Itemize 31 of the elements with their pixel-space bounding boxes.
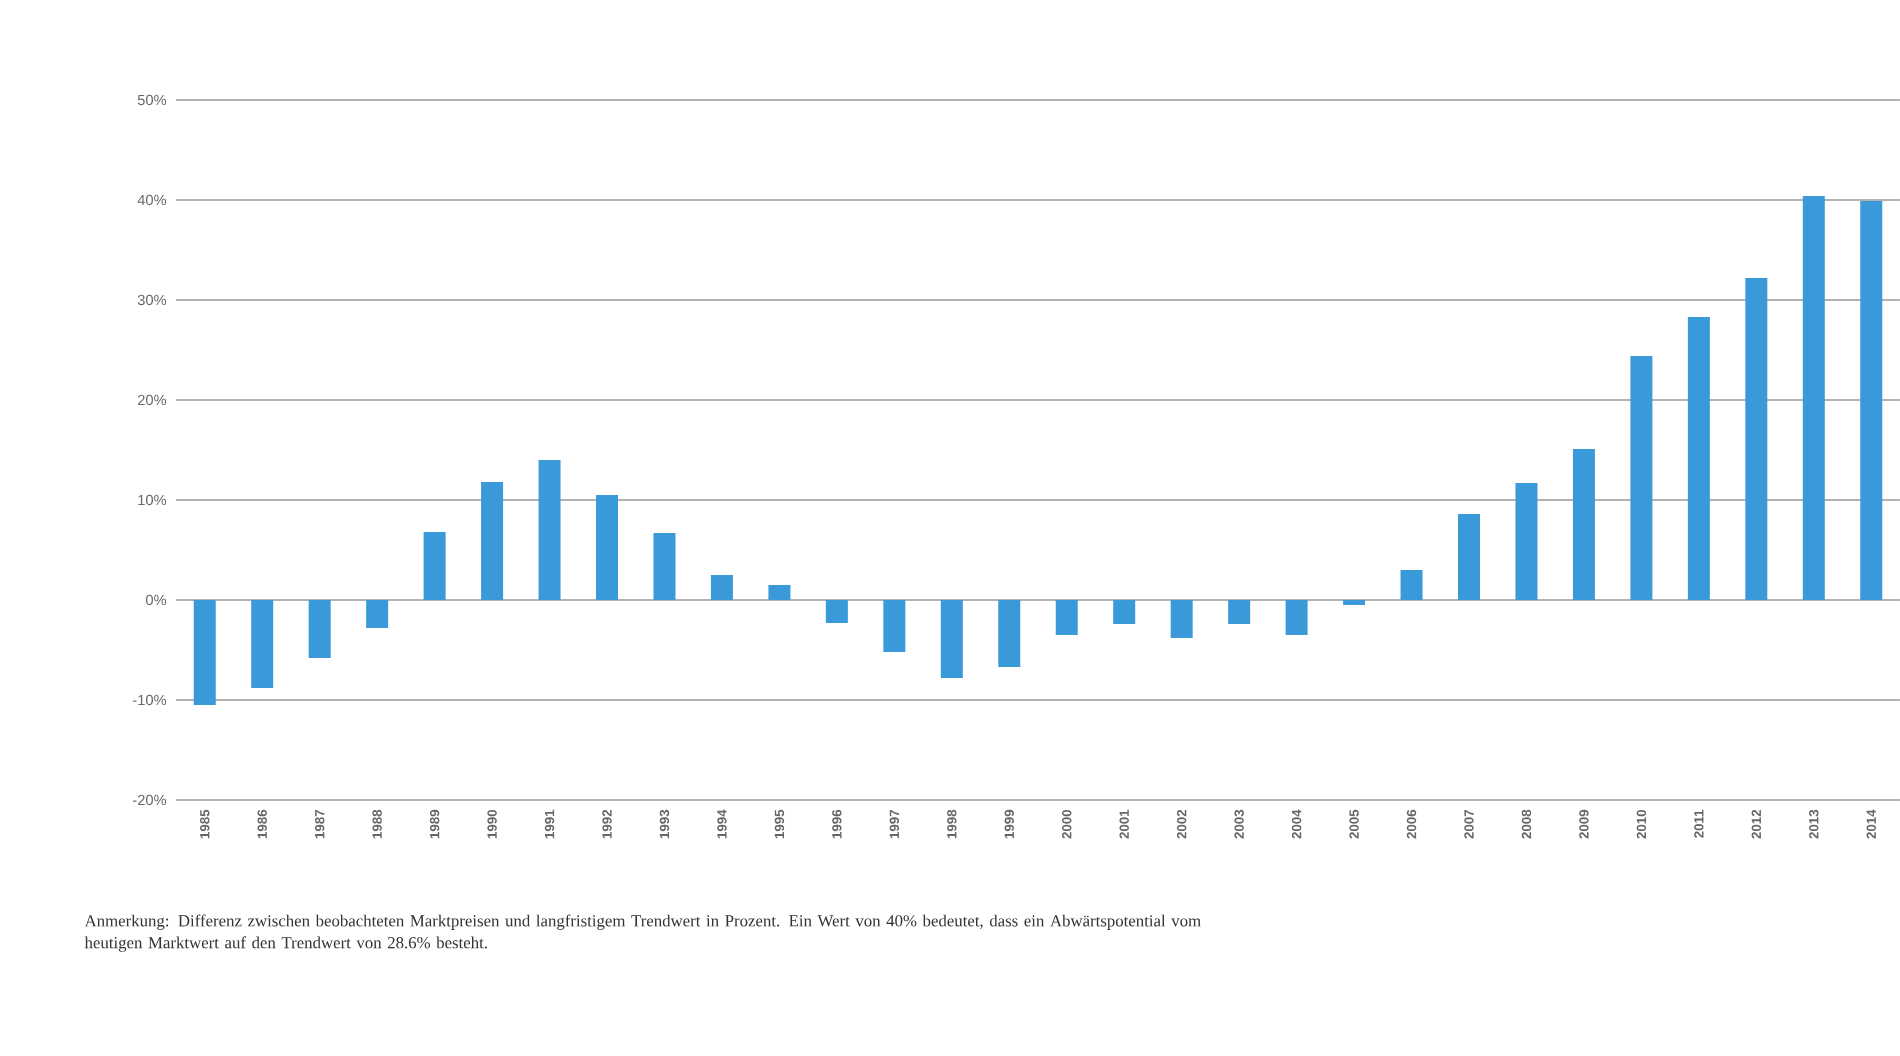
bar (1458, 513, 1480, 600)
bar (423, 531, 446, 600)
bar (193, 599, 216, 705)
bar (1170, 599, 1193, 638)
bar (710, 574, 733, 600)
text: Anmerkung: Differenz zwischen beobachteten Marktpreisen und langfristigem Trendwert in Prozent. Ein Wert von 40% bedeutet, dass ein Abwärtspotential vom heutigen Marktwert auf den Trendwert von 28.6% besteht. (84, 914, 1201, 952)
bar (1860, 200, 1883, 600)
bar (1285, 599, 1308, 635)
bar (940, 599, 963, 678)
bar (481, 481, 504, 600)
bar (308, 599, 331, 658)
bar (1113, 599, 1136, 624)
bar (1400, 569, 1423, 600)
bar (1687, 316, 1710, 600)
bar (1515, 482, 1538, 600)
bar (768, 584, 791, 600)
bar (1745, 277, 1768, 600)
bar (883, 599, 906, 652)
bar (251, 599, 274, 688)
bar (1572, 448, 1595, 600)
bar (1055, 599, 1078, 635)
bar (653, 532, 676, 600)
bar (825, 599, 848, 623)
bar (1630, 355, 1653, 600)
bar (998, 599, 1021, 667)
bar (1343, 599, 1366, 605)
bar (366, 599, 389, 628)
bar (1802, 195, 1825, 600)
bar (538, 459, 561, 600)
bar (596, 494, 619, 600)
bar (1228, 599, 1251, 624)
